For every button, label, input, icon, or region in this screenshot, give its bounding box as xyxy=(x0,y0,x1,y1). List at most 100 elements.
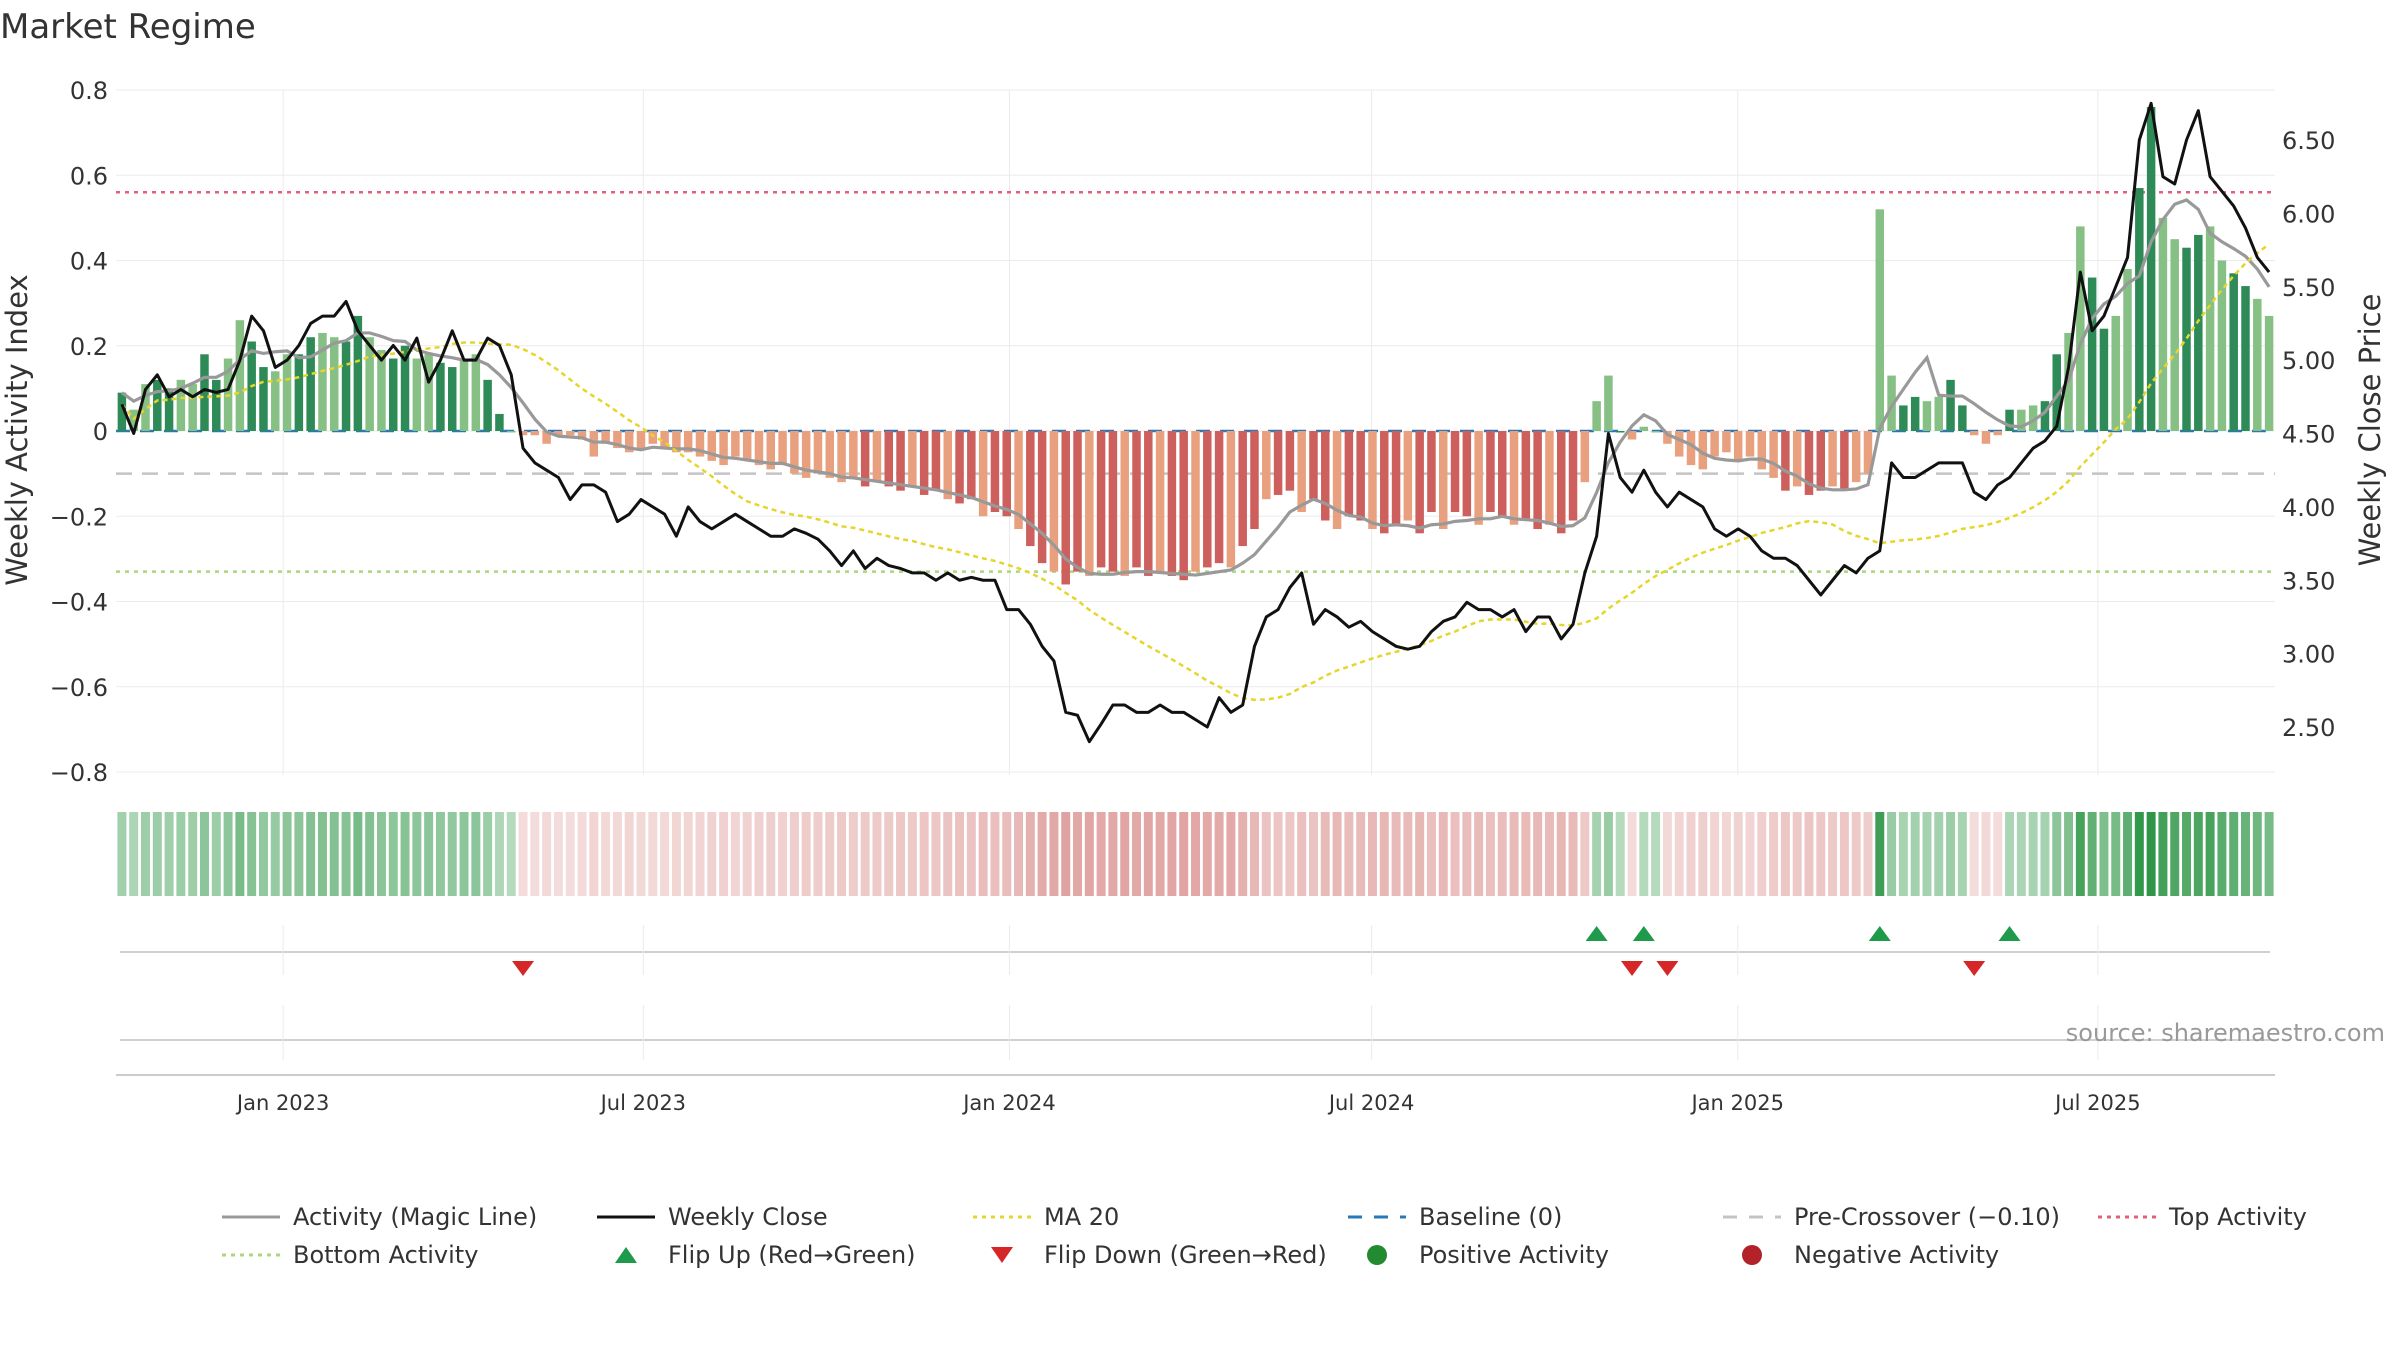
regime-cell-146 xyxy=(1839,812,1849,896)
legend-label-pos: Positive Activity xyxy=(1419,1241,1609,1269)
activity-bar-49 xyxy=(695,431,705,457)
activity-bar-159 xyxy=(1993,431,2002,436)
activity-bar-26 xyxy=(424,354,433,431)
activity-bar-50 xyxy=(707,431,717,461)
legend-label-close: Weekly Close xyxy=(668,1203,828,1231)
y-left-tick-2: 0.4 xyxy=(70,248,108,276)
activity-bar-21 xyxy=(365,337,374,431)
activity-bar-150 xyxy=(1887,375,1896,431)
legend-symbol-flipdown xyxy=(991,1247,1013,1263)
regime-cell-117 xyxy=(1497,812,1507,896)
regime-cell-86 xyxy=(1132,812,1141,896)
regime-cell-182 xyxy=(2264,812,2274,896)
regime-cell-71 xyxy=(955,812,965,896)
regime-cell-50 xyxy=(707,812,717,896)
regime-cell-111 xyxy=(1426,812,1436,896)
regime-cell-171 xyxy=(2134,812,2144,896)
regime-cell-102 xyxy=(1320,812,1330,896)
activity-bar-43 xyxy=(624,431,634,453)
activity-bar-144 xyxy=(1816,431,1826,491)
activity-bar-74 xyxy=(990,431,1000,512)
activity-bar-24 xyxy=(400,345,410,431)
legend-label-ma20: MA 20 xyxy=(1044,1203,1119,1231)
activity-bar-48 xyxy=(683,431,693,453)
regime-cell-23 xyxy=(388,812,398,896)
activity-bar-134 xyxy=(1698,431,1708,470)
regime-cell-173 xyxy=(2158,812,2168,896)
regime-cell-132 xyxy=(1674,812,1684,896)
y-right-tick-4: 4.50 xyxy=(2282,421,2335,449)
regime-cell-95 xyxy=(1238,812,1248,896)
regime-cell-64 xyxy=(872,812,882,896)
regime-cell-180 xyxy=(2241,812,2250,896)
regime-cell-127 xyxy=(1615,812,1625,896)
regime-cell-69 xyxy=(931,812,941,896)
regime-cell-167 xyxy=(2087,812,2097,896)
activity-bar-172 xyxy=(2146,107,2156,432)
regime-cell-143 xyxy=(1804,812,1814,896)
regime-cell-40 xyxy=(589,812,599,896)
regime-cell-155 xyxy=(1946,812,1956,896)
activity-bar-27 xyxy=(436,362,445,431)
regime-cell-106 xyxy=(1367,812,1377,896)
regime-cell-41 xyxy=(601,812,611,896)
activity-bar-151 xyxy=(1899,405,1908,431)
regime-cell-31 xyxy=(483,812,493,896)
y-left-tick-8: −0.8 xyxy=(50,759,108,787)
activity-bar-96 xyxy=(1250,431,1259,530)
activity-bar-109 xyxy=(1403,431,1413,521)
regime-cell-63 xyxy=(860,812,870,896)
magic-line xyxy=(120,198,2271,577)
activity-bar-10 xyxy=(235,320,245,431)
regime-cell-87 xyxy=(1143,812,1153,896)
activity-bar-90 xyxy=(1179,431,1188,581)
regime-cell-159 xyxy=(1993,812,2003,896)
activity-bar-83 xyxy=(1096,431,1106,568)
legend-label-flipdown: Flip Down (Green→Red) xyxy=(1044,1241,1327,1269)
regime-cell-12 xyxy=(258,812,268,896)
regime-cell-81 xyxy=(1073,812,1083,896)
activity-bar-138 xyxy=(1745,431,1755,457)
regime-cell-141 xyxy=(1780,812,1790,896)
regime-cell-1 xyxy=(129,812,139,896)
y-right-tick-3: 5.00 xyxy=(2282,347,2335,375)
regime-cell-139 xyxy=(1757,812,1767,896)
y-right-tick-7: 3.00 xyxy=(2282,641,2335,669)
x-tick-0: Jan 2023 xyxy=(235,1091,330,1115)
regime-cell-67 xyxy=(907,812,917,896)
activity-bar-40 xyxy=(589,431,599,457)
activity-bar-72 xyxy=(967,431,976,500)
flip-up-marker xyxy=(1868,926,1891,941)
x-tick-3: Jul 2024 xyxy=(1327,1091,1414,1115)
regime-cell-151 xyxy=(1898,812,1908,896)
activity-bar-146 xyxy=(1840,431,1849,491)
regime-cell-147 xyxy=(1851,812,1861,896)
activity-bar-37 xyxy=(554,431,563,436)
regime-cell-89 xyxy=(1167,812,1177,896)
regime-cell-137 xyxy=(1733,812,1743,896)
activity-bar-28 xyxy=(447,367,457,431)
regime-cell-17 xyxy=(317,812,327,896)
activity-bar-139 xyxy=(1757,431,1767,470)
regime-cell-104 xyxy=(1344,812,1354,896)
activity-bar-125 xyxy=(1592,401,1601,431)
regime-cell-29 xyxy=(459,812,469,896)
regime-cell-150 xyxy=(1887,812,1897,896)
activity-bar-92 xyxy=(1203,431,1212,568)
activity-bar-36 xyxy=(542,431,551,444)
regime-cell-169 xyxy=(2111,812,2121,896)
activity-bar-120 xyxy=(1533,431,1542,530)
activity-bar-47 xyxy=(672,431,681,453)
activity-bar-58 xyxy=(801,431,811,478)
activity-bar-98 xyxy=(1273,431,1283,495)
activity-bar-163 xyxy=(2040,401,2050,431)
weekly-close-line xyxy=(120,101,2271,744)
regime-cell-153 xyxy=(1922,812,1932,896)
regime-cell-77 xyxy=(1025,812,1035,896)
activity-bar-19 xyxy=(341,341,351,431)
activity-bar-149 xyxy=(1875,209,1885,431)
regime-cell-79 xyxy=(1049,812,1059,896)
activity-bar-156 xyxy=(1958,405,1967,431)
y-left-tick-3: 0.2 xyxy=(70,333,108,361)
regime-cell-152 xyxy=(1910,812,1920,896)
